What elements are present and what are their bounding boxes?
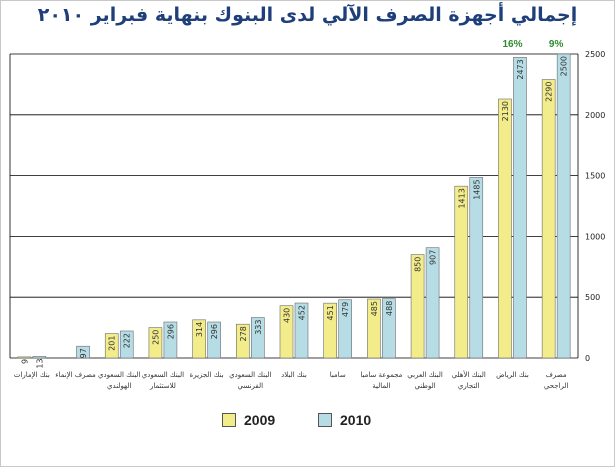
bar-2009-6	[279, 305, 294, 359]
chart-title: إجمالي أجهزة الصرف الآلي لدى البنوك بنها…	[37, 4, 578, 26]
y-axis-ticks: 0 500 1000 1500 2000 2500	[585, 50, 605, 363]
value-label-2009-0: 9	[20, 359, 29, 364]
legend-item-2010: 2010	[318, 412, 371, 428]
legend-item-2009: 2009	[222, 412, 275, 428]
annotation-0: 16%	[502, 39, 522, 50]
bar-2010-7	[338, 299, 352, 359]
bar-2009-2	[104, 333, 119, 359]
bar-2010-4	[207, 321, 221, 359]
y-tick-label: 1000	[585, 232, 605, 241]
y-tick-label: 2000	[585, 111, 605, 120]
bar-2010-9	[425, 247, 440, 359]
x-tick-label: البنك السعودي الفرنسي	[229, 371, 272, 390]
value-label-2010-8: 488	[385, 301, 394, 316]
bar-2010-5	[251, 317, 265, 359]
bar-2010-8	[382, 298, 396, 359]
bar-2010-10	[469, 177, 484, 359]
legend-swatch-2010	[318, 413, 332, 427]
value-label-2009-8: 485	[370, 301, 379, 316]
bar-2009-5	[236, 323, 250, 359]
bar-2010-6	[294, 302, 309, 359]
value-label-2009-10: 1413	[457, 188, 466, 208]
value-label-2010-1: 97	[79, 348, 88, 358]
bar-2009-11	[498, 98, 512, 359]
value-label-2010-3: 296	[166, 324, 175, 339]
x-tick-label: مصرف الإنماء	[55, 371, 96, 379]
bar-2009-8	[367, 298, 381, 359]
value-label-2009-12: 2290	[545, 82, 554, 102]
bar-2010-3	[163, 321, 178, 359]
value-label-2010-11: 2473	[516, 59, 525, 79]
value-label-2010-9: 907	[429, 250, 438, 265]
x-tick-label: البنك السعودي الهولندي	[98, 371, 141, 390]
x-tick-label: بنك البلاد	[281, 371, 307, 379]
x-tick-label: البنك السعودي للاستثمار	[141, 371, 185, 390]
value-label-2010-6: 452	[298, 305, 307, 320]
value-label-2010-2: 222	[123, 333, 132, 348]
value-label-2009-6: 430	[283, 308, 292, 323]
x-tick-label: البنك الأهلي التجاري	[451, 371, 486, 390]
value-label-2010-12: 2500	[560, 56, 569, 76]
value-label-2009-5: 278	[239, 326, 248, 341]
value-label-2009-3: 250	[151, 330, 160, 345]
legend-label-2009: 2009	[244, 412, 276, 428]
bar-2010-2	[119, 330, 134, 359]
bar-2009-12	[541, 79, 556, 359]
value-label-2010-10: 1485	[472, 179, 481, 199]
x-tick-label: بنك الجزيرة	[189, 371, 224, 379]
bar-2009-7	[323, 302, 337, 359]
x-tick-label: بنك الرياض	[496, 371, 529, 379]
x-tick-label: مصرف الراجحي	[543, 371, 569, 390]
x-tick-label: بنك الإمارات	[13, 371, 50, 379]
y-tick-label: 500	[585, 293, 600, 302]
bar-2009-0	[17, 356, 32, 359]
bar-2009-10	[454, 185, 469, 359]
legend-label-2010: 2010	[340, 412, 372, 428]
annotations: 16% 9%	[502, 39, 563, 50]
bars: 9 13 97 201 222 250 296 314 296 278 333 430 452 451 47…	[17, 53, 571, 369]
value-label-2009-2: 201	[108, 336, 117, 351]
x-tick-label: مجموعة سامبا المالية	[360, 371, 403, 390]
bar-2010-12	[556, 53, 571, 359]
value-label-2010-5: 333	[254, 320, 263, 335]
value-label-2009-11: 2130	[501, 101, 510, 121]
value-label-2010-0: 13	[35, 358, 44, 368]
y-tick-label: 2500	[585, 50, 605, 59]
x-tick-label: البنك العربي الوطني	[407, 371, 443, 390]
legend-swatch-2009	[222, 413, 236, 427]
gridlines	[9, 53, 579, 359]
bar-2010-1	[76, 345, 90, 359]
bar-2009-9	[410, 254, 425, 359]
x-tick-label: سامبا	[329, 371, 346, 379]
bar-2009-4	[192, 319, 206, 359]
value-label-2009-9: 850	[414, 257, 423, 272]
bar-2009-3	[148, 327, 163, 359]
value-label-2010-7: 479	[341, 302, 350, 317]
bar-2010-11	[513, 56, 527, 359]
value-label-2009-7: 451	[326, 305, 335, 320]
y-tick-label: 0	[585, 354, 590, 363]
y-tick-label: 1500	[585, 172, 605, 181]
value-label-2010-4: 296	[210, 324, 219, 339]
value-label-2009-4: 314	[195, 322, 204, 337]
bar-2010-0	[32, 356, 47, 359]
annotation-1: 9%	[549, 39, 564, 50]
